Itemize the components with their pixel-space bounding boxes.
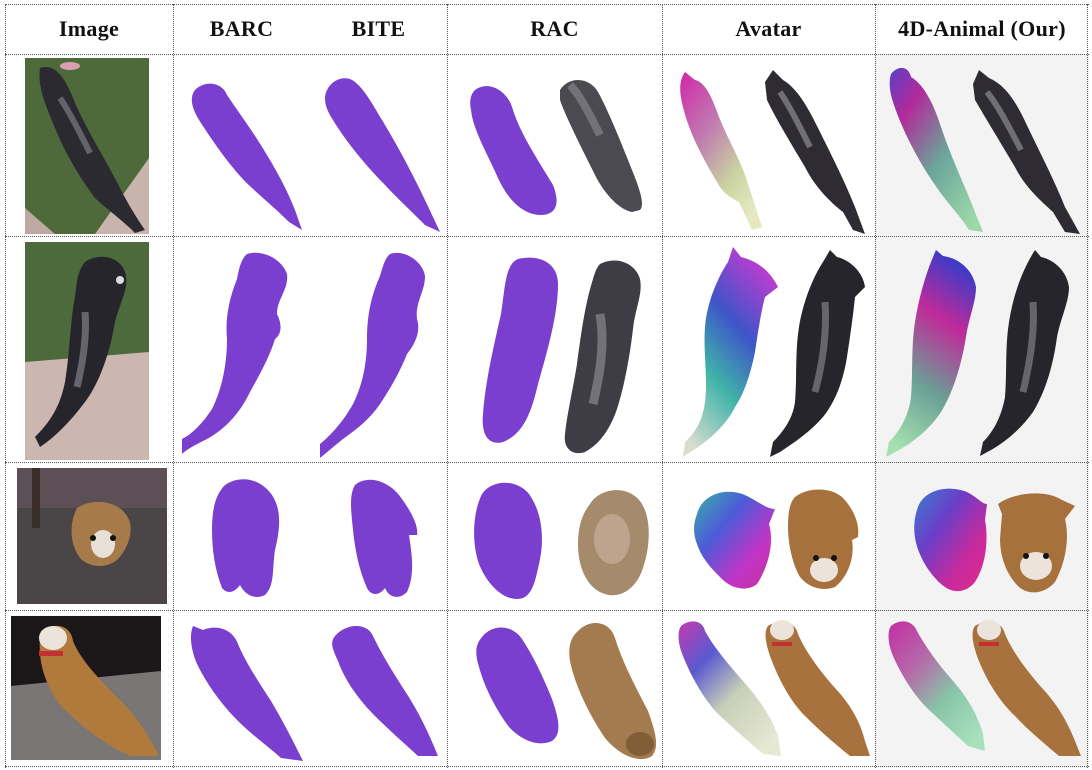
avatar-colored-mesh-row4: [673, 616, 783, 764]
grid-line: [5, 610, 1089, 611]
rac-mesh-row3: [467, 474, 547, 604]
avatar-texture-row1: [755, 62, 870, 234]
avatar-texture-row2: [765, 242, 873, 460]
header-rac: RAC: [530, 16, 579, 41]
grid-line: [5, 766, 1089, 767]
barc-mesh-row1: [177, 60, 307, 234]
grid-line: [875, 4, 876, 768]
grid-line: [5, 236, 1089, 237]
avatar-colored-mesh-row3: [687, 484, 782, 594]
rac-mesh-row2: [473, 254, 573, 454]
bite-mesh-row3: [337, 470, 427, 606]
barc-mesh-row3: [200, 470, 290, 606]
rac-texture-row4: [560, 616, 660, 764]
rac-texture-row1: [550, 60, 660, 234]
barc-mesh-row2: [177, 244, 307, 460]
comparison-figure: Image BARC BITE RAC Avatar 4D-Animal (Ou…: [5, 4, 1089, 768]
rac-texture-row2: [555, 254, 660, 459]
grid-line: [5, 462, 1089, 463]
rac-texture-row3: [570, 479, 655, 604]
ours-colored-mesh-row1: [881, 62, 986, 234]
avatar-colored-mesh-row2: [673, 242, 783, 460]
header-4d-animal: 4D-Animal (Our): [898, 16, 1066, 41]
ours-texture-row2: [975, 242, 1085, 460]
ours-texture-row1: [965, 62, 1085, 234]
barc-mesh-row4: [183, 616, 307, 764]
input-photo-row3: [17, 468, 167, 604]
input-photo-row1: [25, 58, 149, 234]
grid-line: [1087, 4, 1088, 768]
bite-mesh-row1: [315, 60, 445, 234]
header-barc: BARC: [209, 16, 274, 41]
rac-mesh-row4: [467, 619, 567, 764]
input-photo-row4: [11, 616, 161, 760]
bite-mesh-row2: [315, 244, 445, 460]
grid-line: [173, 4, 174, 768]
rac-mesh-row1: [453, 60, 558, 234]
ours-colored-mesh-row4: [883, 616, 993, 764]
avatar-texture-row3: [780, 482, 865, 594]
bite-mesh-row4: [320, 616, 445, 764]
ours-colored-mesh-row2: [881, 242, 991, 460]
grid-line: [447, 4, 448, 768]
avatar-colored-mesh-row1: [667, 62, 772, 234]
header-avatar: Avatar: [735, 16, 802, 41]
grid-line: [5, 4, 1089, 5]
avatar-texture-row4: [760, 616, 872, 764]
header-image: Image: [58, 16, 120, 41]
ours-texture-row3: [990, 484, 1082, 599]
ours-texture-row4: [967, 616, 1085, 764]
grid-line: [5, 4, 6, 768]
ours-colored-mesh-row3: [907, 482, 995, 597]
header-bite: BITE: [351, 16, 406, 41]
grid-line: [5, 54, 1089, 55]
grid-line: [662, 4, 663, 768]
input-photo-row2: [25, 242, 149, 460]
